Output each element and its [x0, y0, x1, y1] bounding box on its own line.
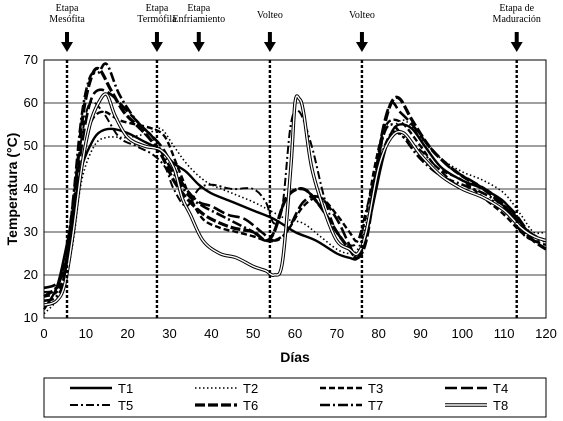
- y-tick-label: 70: [24, 52, 38, 67]
- legend-label-t1: T1: [118, 381, 133, 396]
- x-tick-label: 50: [246, 326, 260, 341]
- series-line-t8-inner: [43, 93, 547, 306]
- x-tick-label: 20: [120, 326, 134, 341]
- series-line-t3: [43, 110, 547, 298]
- y-tick-labels: 10 20 30 40 50 60 70: [24, 52, 38, 325]
- stage-label: Mesófita: [49, 14, 85, 25]
- x-axis-label: Días: [280, 349, 310, 365]
- x-tick-label: 70: [330, 326, 344, 341]
- stage-label: Volteo: [349, 10, 375, 21]
- y-tick-label: 40: [24, 181, 38, 196]
- stage-label: Enfriamiento: [172, 14, 225, 25]
- stage-dividers: [65, 60, 518, 318]
- stage-arrow-icon: [154, 32, 159, 42]
- y-tick-label: 20: [24, 267, 38, 282]
- legend-label-t7: T7: [368, 398, 383, 413]
- legend-label-t3: T3: [368, 381, 383, 396]
- stage-arrow-head: [355, 42, 368, 52]
- stage-arrow-head: [263, 42, 276, 52]
- legend-label-t8: T8: [493, 398, 508, 413]
- stage-arrow-icon: [359, 32, 364, 42]
- stage-arrow-head: [510, 42, 523, 52]
- stage-label: Volteo: [257, 10, 283, 21]
- stage-label: Termófila: [137, 14, 177, 25]
- x-tick-label: 0: [40, 326, 47, 341]
- stage-arrow-head: [61, 42, 74, 52]
- legend-label-t6: T6: [243, 398, 258, 413]
- stage-annotations: EtapaMesófitaEtapaTermófilaEtapaEnfriami…: [49, 3, 541, 52]
- x-tick-label: 60: [288, 326, 302, 341]
- stage-arrow-head: [150, 42, 163, 52]
- stage-label: Etapa: [187, 3, 210, 14]
- y-tick-label: 50: [24, 138, 38, 153]
- y-tick-label: 30: [24, 224, 38, 239]
- x-tick-label: 80: [371, 326, 385, 341]
- x-tick-label: 90: [413, 326, 427, 341]
- stage-label: Etapa: [146, 3, 169, 14]
- legend-box: [43, 377, 547, 418]
- series-line-t1: [42, 123, 547, 311]
- x-tick-label: 30: [162, 326, 176, 341]
- plot-frame: [43, 59, 547, 319]
- legend-label-t2: T2: [243, 381, 258, 396]
- stage-label: Etapa de: [499, 3, 534, 14]
- x-tick-label: 100: [451, 326, 473, 341]
- y-tick-label: 10: [24, 310, 38, 325]
- x-tick-label: 40: [204, 326, 218, 341]
- stage-arrow-icon: [514, 32, 519, 42]
- x-tick-label: 110: [494, 326, 515, 341]
- stage-arrow-icon: [65, 32, 70, 42]
- stage-arrow-head: [192, 42, 205, 52]
- legend-label-t4: T4: [493, 381, 508, 396]
- legend-label-t5: T5: [118, 398, 133, 413]
- y-tick-label: 60: [24, 95, 38, 110]
- legend: T1 T2 T3 T4 T5 T6 T7 T8: [43, 377, 547, 418]
- series-lines: [42, 62, 547, 315]
- stage-label: Maduración: [493, 14, 541, 25]
- x-tick-labels: 0 10 20 30 40 50 60 70 80 90 100 110 120: [40, 326, 556, 341]
- stage-label: Etapa: [56, 3, 79, 14]
- x-tick-label: 10: [79, 326, 93, 341]
- stage-arrow-icon: [267, 32, 272, 42]
- y-axis-label: Temperatura (°C): [4, 133, 20, 246]
- stage-arrow-icon: [196, 32, 201, 42]
- x-tick-label: 120: [535, 326, 557, 341]
